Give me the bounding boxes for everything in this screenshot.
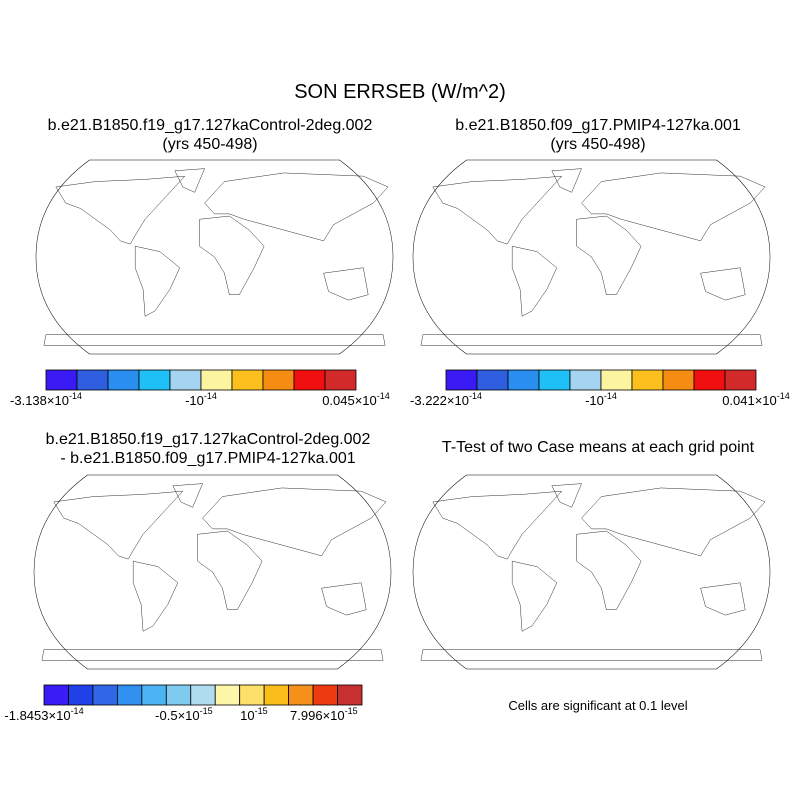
colorbar-swatch	[662, 369, 695, 391]
colorbar-swatch	[92, 684, 118, 706]
colorbar-swatch	[43, 684, 69, 706]
colorbar-label: -0.5×10-15	[155, 706, 212, 723]
panel-title: T-Test of two Case means at each grid po…	[442, 439, 755, 456]
map	[412, 159, 771, 355]
label-base: -10	[585, 393, 604, 408]
colorbar-label: -1.8453×10-14	[4, 706, 83, 723]
label-base: 0.041×10	[722, 393, 777, 408]
map-outline	[33, 474, 392, 670]
label-exponent: -14	[69, 391, 82, 401]
colorbar-swatch	[231, 369, 264, 391]
label-exponent: -15	[255, 706, 268, 716]
figure-title: SON ERRSEB (W/m^2)	[294, 81, 506, 103]
label-base: -3.138×10	[10, 393, 69, 408]
colorbar-swatch	[76, 369, 109, 391]
colorbar-label: 0.041×10-14	[722, 391, 790, 408]
colorbar-swatch	[169, 369, 202, 391]
label-base: 7.996×10	[290, 708, 345, 723]
colorbar-swatch	[724, 369, 757, 391]
note: Cells are significant at 0.1 level	[508, 698, 687, 713]
colorbar-swatch	[68, 684, 94, 706]
colorbar-swatch	[200, 369, 233, 391]
colorbar-swatch	[262, 369, 295, 391]
map	[412, 474, 771, 670]
label-exponent: -14	[604, 391, 617, 401]
colorbar-swatch	[263, 684, 290, 706]
label-base: -10	[185, 393, 204, 408]
colorbar-label: 0.045×10-14	[322, 391, 390, 408]
label-exponent: -14	[469, 391, 482, 401]
panel-title: (yrs 450-498)	[550, 136, 645, 153]
panel-title: - b.e21.B1850.f09_g17.PMIP4-127ka.001	[60, 450, 355, 467]
label-exponent: -14	[71, 706, 84, 716]
colorbar-label: -10-14	[585, 391, 617, 408]
colorbar-swatch	[165, 684, 192, 706]
colorbar-swatch	[600, 369, 633, 391]
label-base: 10	[240, 708, 254, 723]
colorbar-label: -3.222×10-14	[410, 391, 482, 408]
colorbar-swatch	[312, 684, 338, 706]
colorbar-swatch	[116, 684, 143, 706]
colorbar-swatch	[569, 369, 602, 391]
colorbar-swatch	[293, 369, 326, 391]
colorbar-swatch	[190, 684, 216, 706]
label-base: -0.5×10	[155, 708, 199, 723]
colorbar-swatch	[141, 684, 167, 706]
colorbar-swatch	[107, 369, 140, 391]
panel-title: b.e21.B1850.f19_g17.127kaControl-2deg.00…	[46, 431, 371, 448]
colorbar-swatch	[445, 369, 478, 391]
label-exponent: -15	[345, 706, 358, 716]
colorbar-label: -10-14	[185, 391, 217, 408]
colorbar-swatch	[538, 369, 571, 391]
colorbar-swatch	[45, 369, 78, 391]
panel-title: b.e21.B1850.f09_g17.PMIP4-127ka.001	[455, 117, 741, 134]
colorbar-swatch	[693, 369, 726, 391]
colorbar-swatch	[631, 369, 664, 391]
colorbar-swatch	[214, 684, 241, 706]
panel-title: b.e21.B1850.f19_g17.127kaControl-2deg.00…	[48, 117, 373, 134]
map-outline	[412, 474, 771, 670]
colorbar-swatch	[288, 684, 314, 706]
colorbar-swatch	[476, 369, 509, 391]
colorbar-label: -3.138×10-14	[10, 391, 82, 408]
colorbar-swatch	[507, 369, 540, 391]
label-exponent: -14	[777, 391, 790, 401]
map	[33, 474, 392, 670]
map-outline	[412, 159, 771, 355]
label-exponent: -15	[200, 706, 213, 716]
map	[35, 159, 394, 355]
colorbar-label: 10-15	[240, 706, 267, 723]
label-exponent: -14	[204, 391, 217, 401]
label-base: -3.222×10	[410, 393, 469, 408]
panel-title: (yrs 450-498)	[162, 136, 257, 153]
label-base: -1.8453×10	[4, 708, 70, 723]
label-base: 0.045×10	[322, 393, 377, 408]
colorbar-swatch	[239, 684, 265, 706]
colorbar-swatch	[324, 369, 357, 391]
label-exponent: -14	[377, 391, 390, 401]
colorbar-label: 7.996×10-15	[290, 706, 358, 723]
colorbar-swatch	[138, 369, 171, 391]
map-outline	[35, 159, 394, 355]
colorbar-swatch	[337, 684, 363, 706]
